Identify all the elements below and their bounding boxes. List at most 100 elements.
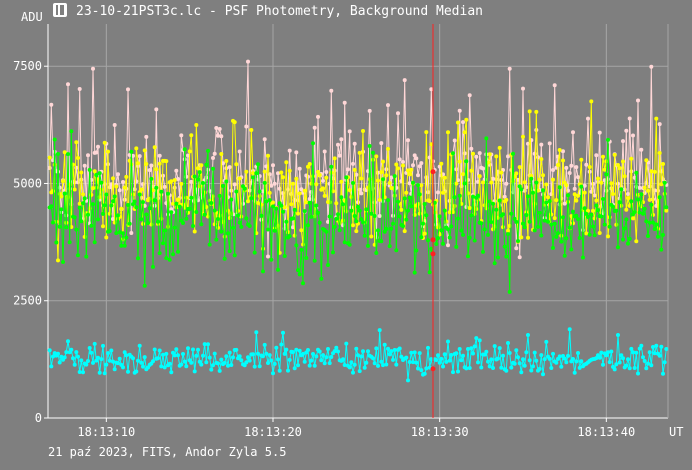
data-point — [69, 347, 74, 352]
data-point — [134, 205, 139, 210]
data-point — [451, 370, 455, 375]
data-point — [139, 217, 144, 222]
data-point — [467, 366, 472, 370]
data-point — [302, 188, 307, 193]
data-point — [606, 350, 610, 355]
data-point — [474, 336, 479, 341]
data-point — [197, 170, 202, 175]
data-point — [139, 187, 144, 192]
data-point — [146, 221, 150, 225]
data-point — [576, 175, 580, 180]
data-point — [251, 352, 255, 357]
data-point — [226, 231, 230, 236]
data-point — [437, 360, 442, 365]
data-point — [407, 195, 412, 200]
series-layer — [47, 59, 669, 383]
data-point — [246, 355, 250, 360]
data-point — [604, 353, 609, 358]
footer-caption: 21 paź 2023, FITS, Andor Zyla 5.5 — [48, 445, 287, 459]
data-point — [127, 221, 132, 226]
data-point — [294, 150, 299, 155]
data-point — [194, 123, 199, 127]
data-point — [92, 341, 97, 346]
app-icon[interactable] — [53, 3, 67, 17]
data-point — [564, 236, 569, 241]
data-point — [504, 368, 509, 373]
data-point — [299, 228, 304, 233]
title-bar: 23-10-21PST3c.lc - PSF Photometry, Backg… — [0, 0, 692, 24]
data-point — [479, 365, 484, 370]
data-point — [209, 367, 214, 372]
data-point — [464, 159, 469, 164]
data-point — [539, 353, 544, 358]
data-point — [562, 201, 567, 206]
data-point — [172, 225, 177, 230]
data-point — [399, 354, 404, 359]
data-point — [416, 366, 420, 371]
data-point — [147, 206, 152, 211]
data-point — [512, 216, 517, 221]
data-point — [491, 201, 495, 206]
data-point — [347, 242, 352, 247]
data-point — [384, 173, 389, 178]
data-point — [192, 369, 197, 374]
data-point — [281, 330, 285, 335]
data-point — [287, 234, 292, 239]
data-point — [504, 197, 509, 202]
data-point — [426, 345, 430, 350]
data-point — [607, 224, 612, 229]
data-point — [516, 239, 520, 243]
window-title: 23-10-21PST3c.lc - PSF Photometry, Backg… — [76, 4, 483, 19]
data-point — [204, 162, 209, 167]
data-point — [477, 174, 482, 179]
data-point — [219, 357, 224, 362]
data-point — [404, 190, 409, 195]
data-point — [531, 190, 535, 195]
data-point — [416, 183, 420, 188]
data-point — [266, 227, 270, 232]
data-point — [439, 161, 444, 166]
data-point — [159, 189, 164, 194]
data-point — [207, 242, 212, 247]
data-point — [57, 360, 62, 365]
data-point — [91, 202, 95, 207]
data-point — [474, 154, 479, 159]
data-point — [296, 268, 300, 273]
data-point — [112, 367, 117, 372]
data-point — [407, 172, 412, 177]
data-point — [184, 216, 189, 221]
data-point — [296, 211, 300, 216]
data-point — [111, 176, 115, 181]
data-point — [142, 283, 147, 288]
data-point — [266, 254, 270, 259]
data-point — [624, 128, 629, 133]
data-point — [621, 237, 625, 242]
data-point — [81, 201, 85, 206]
data-point — [306, 348, 310, 352]
cursor-marker — [430, 169, 436, 175]
data-point — [491, 366, 495, 370]
data-point — [637, 185, 642, 190]
data-point — [544, 339, 549, 344]
data-point — [582, 206, 587, 211]
data-point — [162, 184, 167, 189]
data-point — [442, 352, 447, 357]
data-point — [317, 349, 322, 354]
data-point — [561, 149, 565, 154]
data-point — [309, 214, 314, 219]
data-point — [471, 194, 475, 199]
data-point — [456, 120, 460, 125]
data-point — [356, 353, 360, 358]
data-point — [252, 250, 257, 255]
data-point — [487, 152, 492, 157]
data-point — [499, 170, 504, 175]
data-point — [521, 86, 525, 91]
data-point — [84, 362, 89, 367]
data-point — [409, 350, 414, 355]
data-point — [586, 208, 590, 213]
data-point — [264, 199, 269, 204]
data-point — [116, 213, 120, 218]
data-point — [249, 196, 254, 201]
data-point — [591, 224, 595, 229]
